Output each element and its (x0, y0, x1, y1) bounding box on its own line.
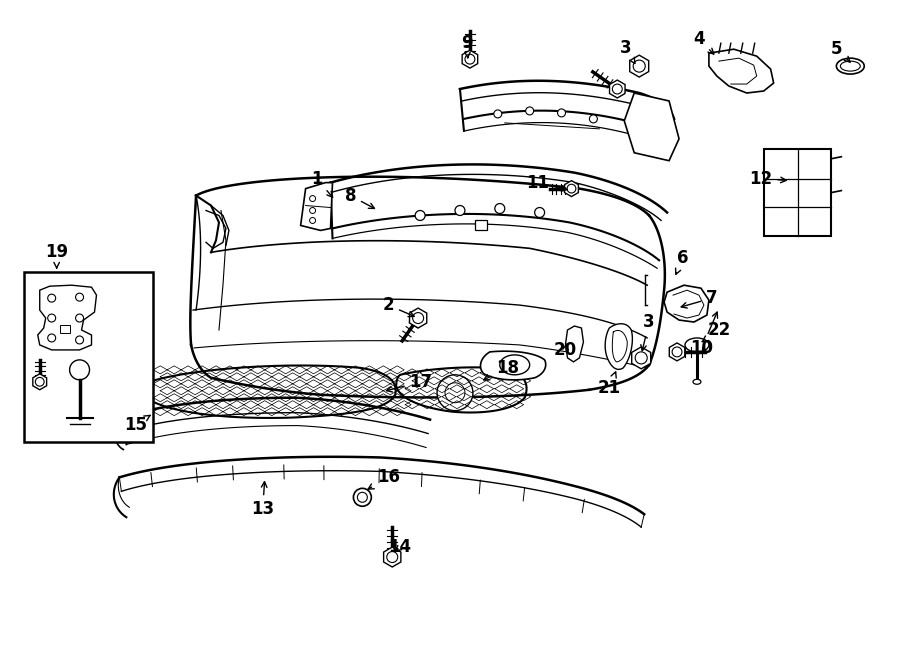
Circle shape (48, 294, 56, 302)
Text: 4: 4 (693, 30, 714, 54)
Polygon shape (630, 55, 649, 77)
Circle shape (48, 314, 56, 322)
Polygon shape (565, 326, 583, 362)
Text: 14: 14 (389, 538, 412, 556)
Circle shape (69, 360, 89, 380)
Polygon shape (38, 285, 96, 350)
Circle shape (635, 352, 647, 364)
Text: 13: 13 (251, 482, 274, 518)
Circle shape (35, 377, 44, 386)
Text: 3: 3 (619, 39, 634, 63)
Ellipse shape (841, 61, 860, 71)
Text: 21: 21 (598, 372, 621, 397)
Circle shape (354, 488, 372, 506)
Circle shape (437, 375, 472, 410)
Circle shape (76, 336, 84, 344)
Polygon shape (709, 49, 774, 93)
Polygon shape (383, 547, 400, 567)
Circle shape (567, 184, 576, 193)
Text: 5: 5 (831, 40, 850, 62)
Circle shape (48, 334, 56, 342)
Circle shape (445, 383, 465, 403)
Circle shape (465, 54, 475, 64)
Polygon shape (609, 80, 626, 98)
Text: 19: 19 (45, 243, 68, 268)
Circle shape (590, 115, 598, 123)
Circle shape (634, 60, 645, 72)
Polygon shape (32, 374, 47, 390)
Polygon shape (396, 368, 526, 412)
Circle shape (357, 492, 367, 502)
Polygon shape (301, 182, 332, 231)
Polygon shape (664, 285, 709, 322)
Circle shape (494, 110, 502, 118)
Circle shape (526, 107, 534, 115)
Circle shape (310, 217, 316, 223)
Circle shape (76, 314, 84, 322)
FancyBboxPatch shape (764, 149, 832, 237)
Polygon shape (481, 351, 545, 380)
Circle shape (76, 293, 84, 301)
Text: 6: 6 (676, 249, 688, 274)
Ellipse shape (685, 338, 709, 352)
Circle shape (455, 206, 465, 215)
Polygon shape (625, 93, 679, 161)
Text: 16: 16 (368, 469, 400, 489)
Text: 17: 17 (386, 373, 433, 392)
Polygon shape (564, 180, 579, 196)
Text: 15: 15 (124, 415, 150, 434)
Text: 2: 2 (382, 296, 414, 317)
Circle shape (495, 204, 505, 214)
Text: 11: 11 (526, 174, 567, 192)
Polygon shape (145, 366, 396, 418)
Text: 10: 10 (690, 312, 717, 357)
FancyBboxPatch shape (59, 325, 69, 333)
Circle shape (535, 208, 544, 217)
Text: 18: 18 (483, 359, 519, 380)
Polygon shape (463, 50, 478, 68)
Ellipse shape (693, 379, 701, 384)
Polygon shape (410, 308, 427, 328)
Polygon shape (632, 347, 651, 369)
Circle shape (415, 210, 425, 221)
Text: 8: 8 (345, 186, 374, 208)
Circle shape (672, 347, 682, 357)
Ellipse shape (836, 58, 864, 74)
FancyBboxPatch shape (23, 272, 153, 442)
Polygon shape (670, 343, 685, 361)
Text: 7: 7 (681, 289, 717, 308)
Ellipse shape (500, 355, 530, 375)
Text: 12: 12 (749, 170, 787, 188)
Text: 1: 1 (310, 170, 333, 197)
Text: 20: 20 (554, 341, 577, 359)
Circle shape (387, 551, 398, 563)
FancyBboxPatch shape (475, 221, 487, 231)
Circle shape (413, 313, 424, 323)
Text: 22: 22 (702, 321, 731, 342)
Circle shape (310, 196, 316, 202)
Text: 3: 3 (641, 313, 655, 351)
Polygon shape (605, 324, 633, 369)
Circle shape (557, 109, 565, 117)
Circle shape (310, 208, 316, 214)
Text: 9: 9 (461, 34, 472, 58)
Circle shape (612, 84, 622, 94)
